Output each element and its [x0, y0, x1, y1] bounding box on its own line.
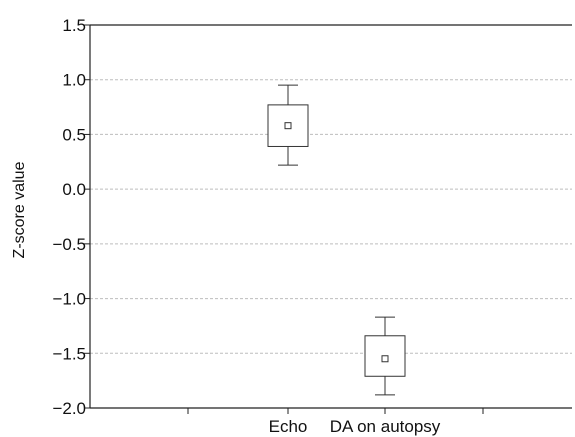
y-tick-label-0: 1.5 — [62, 16, 86, 35]
category-label-0: Echo — [269, 417, 308, 436]
category-labels: Echo DA on autopsy — [269, 417, 441, 436]
y-tick-label-7: −2.0 — [52, 399, 86, 418]
category-label-1: DA on autopsy — [330, 417, 441, 436]
y-tick-label-1: 1.0 — [62, 71, 86, 90]
y-tick-label-3: 0.0 — [62, 180, 86, 199]
y-tick-label-2: 0.5 — [62, 125, 86, 144]
box-series — [267, 84, 406, 396]
y-axis-label: Z-score value — [11, 161, 28, 258]
y-axis-ticks: 1.5 1.0 0.5 0.0 −0.5 −1.0 −1.5 −2.0 — [52, 16, 90, 418]
gridlines — [90, 79, 572, 354]
median-marker-0 — [284, 122, 292, 130]
box-0 — [267, 84, 309, 166]
y-tick-label-5: −1.0 — [52, 290, 86, 309]
x-axis-ticks — [187, 408, 484, 414]
y-tick-label-6: −1.5 — [52, 344, 86, 363]
box-1 — [364, 316, 406, 396]
plot-frame — [89, 24, 572, 409]
median-marker-1 — [381, 355, 389, 363]
y-tick-label-4: −0.5 — [52, 235, 86, 254]
